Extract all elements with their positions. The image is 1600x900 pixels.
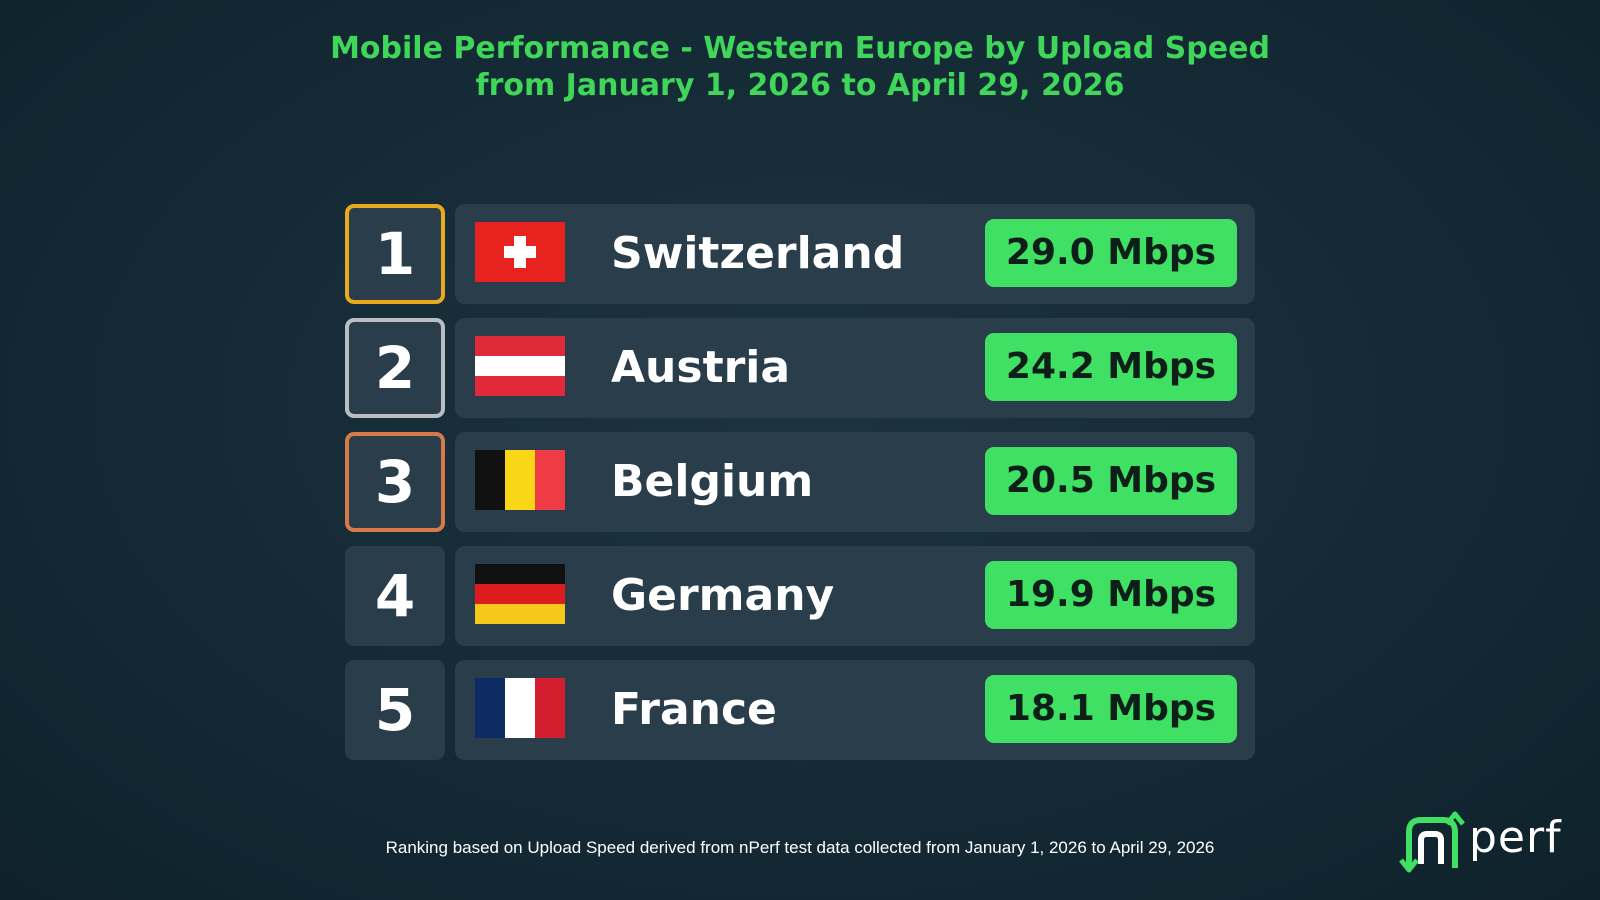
ranking-row-3: 3 Belgium 20.5 Mbps (345, 432, 1255, 533)
country-card: Belgium 20.5 Mbps (455, 432, 1255, 532)
speed-badge: 20.5 Mbps (985, 447, 1237, 515)
ranking-list: 1 Switzerland 29.0 Mbps 2 Austria 24.2 M… (345, 204, 1255, 774)
speed-badge: 24.2 Mbps (985, 333, 1237, 401)
footnote: Ranking based on Upload Speed derived fr… (385, 838, 1215, 857)
chart-title: Mobile Performance - Western Europe by U… (0, 30, 1600, 104)
ranking-row-5: 5 France 18.1 Mbps (345, 660, 1255, 761)
country-name: Switzerland (611, 228, 905, 279)
rank-badge: 4 (345, 546, 445, 646)
ranking-row-4: 4 Germany 19.9 Mbps (345, 546, 1255, 647)
rank-badge: 2 (345, 318, 445, 418)
country-card: Austria 24.2 Mbps (455, 318, 1255, 418)
country-name: Austria (611, 342, 791, 393)
country-card: Germany 19.9 Mbps (455, 546, 1255, 646)
switzerland-flag (475, 222, 565, 282)
ranking-row-2: 2 Austria 24.2 Mbps (345, 318, 1255, 419)
france-flag (475, 678, 565, 738)
rank-badge: 1 (345, 204, 445, 304)
germany-flag (475, 564, 565, 624)
country-name: France (611, 684, 777, 735)
ranking-row-1: 1 Switzerland 29.0 Mbps (345, 204, 1255, 305)
title-line-1: Mobile Performance - Western Europe by U… (330, 31, 1270, 66)
country-card: Switzerland 29.0 Mbps (455, 204, 1255, 304)
country-name: Belgium (611, 456, 814, 507)
austria-flag (475, 336, 565, 396)
country-name: Germany (611, 570, 835, 621)
nperf-logo-mark (1399, 811, 1465, 873)
speed-badge: 18.1 Mbps (985, 675, 1237, 743)
country-card: France 18.1 Mbps (455, 660, 1255, 760)
speed-badge: 29.0 Mbps (985, 219, 1237, 287)
belgium-flag (475, 450, 565, 510)
rank-badge: 3 (345, 432, 445, 532)
speed-badge: 19.9 Mbps (985, 561, 1237, 629)
nperf-logo-wordmark: perf (1469, 812, 1562, 863)
rank-badge: 5 (345, 660, 445, 760)
title-line-2: from January 1, 2026 to April 29, 2026 (475, 68, 1125, 103)
nperf-logo: perf (1395, 810, 1575, 876)
